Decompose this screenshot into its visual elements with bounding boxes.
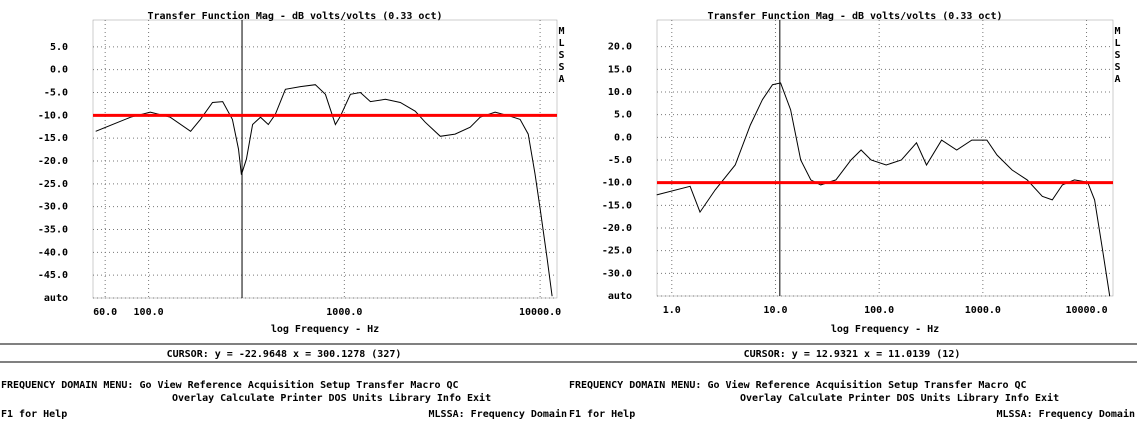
x-tick-label: 1000.0 bbox=[326, 307, 362, 318]
y-tick-label: -45.0 bbox=[38, 270, 68, 281]
x-tick-label: 10000.0 bbox=[519, 307, 561, 318]
y-tick-label: 0.0 bbox=[614, 132, 632, 143]
y-tick-label: auto bbox=[44, 293, 68, 304]
mode-text: MLSSA: Frequency Domain bbox=[429, 408, 567, 420]
x-tick-label: 10.0 bbox=[763, 305, 787, 316]
x-axis-label: log Frequency - Hz bbox=[271, 324, 379, 335]
y-tick-label: -35.0 bbox=[38, 225, 68, 236]
y-tick-label: 20.0 bbox=[608, 42, 632, 53]
y-tick-label: -25.0 bbox=[38, 179, 68, 190]
y-tick-label: -5.0 bbox=[44, 88, 68, 99]
menu-line: Overlay Calculate Printer DOS Units Libr… bbox=[172, 392, 491, 404]
x-tick-label: 100.0 bbox=[864, 305, 894, 316]
y-tick-label: -20.0 bbox=[602, 223, 632, 234]
y-tick-label: -40.0 bbox=[38, 247, 68, 258]
chart-title: Transfer Function Mag - dB volts/volts (… bbox=[147, 10, 442, 22]
mode-text: MLSSA: Frequency Domain bbox=[997, 408, 1135, 420]
cursor-readout: CURSOR: y = -22.9648 x = 300.1278 (327) bbox=[167, 349, 402, 360]
y-tick-label: -15.0 bbox=[602, 200, 632, 211]
menu-line: Overlay Calculate Printer DOS Units Libr… bbox=[740, 392, 1059, 404]
y-tick-label: -15.0 bbox=[38, 133, 68, 144]
cursor-readout: CURSOR: y = 12.9321 x = 11.0139 (12) bbox=[744, 349, 961, 360]
y-tick-label: -20.0 bbox=[38, 156, 68, 167]
x-axis-label: log Frequency - Hz bbox=[831, 324, 939, 335]
help-text: F1 for Help bbox=[569, 409, 635, 420]
x-tick-label: 1.0 bbox=[663, 305, 681, 316]
y-tick-label: 5.0 bbox=[614, 110, 632, 121]
x-tick-label: 10000.0 bbox=[1065, 305, 1107, 316]
x-tick-label: 100.0 bbox=[134, 307, 164, 318]
y-tick-label: -30.0 bbox=[38, 202, 68, 213]
y-tick-label: 5.0 bbox=[50, 42, 68, 53]
x-tick-label: 60.0 bbox=[93, 307, 117, 318]
plot-area bbox=[656, 19, 1114, 297]
response-curve bbox=[656, 82, 1111, 297]
y-tick-label: 10.0 bbox=[608, 87, 632, 98]
y-tick-label: -5.0 bbox=[608, 155, 632, 166]
y-tick-label: 15.0 bbox=[608, 64, 632, 75]
menu-line: FREQUENCY DOMAIN MENU: Go View Reference… bbox=[1, 379, 459, 391]
y-tick-label: auto bbox=[608, 291, 632, 302]
menu-line: FREQUENCY DOMAIN MENU: Go View Reference… bbox=[569, 379, 1027, 391]
chart-title: Transfer Function Mag - dB volts/volts (… bbox=[707, 10, 1002, 22]
y-tick-label: -25.0 bbox=[602, 246, 632, 257]
help-text: F1 for Help bbox=[1, 409, 67, 420]
response-curve bbox=[95, 84, 553, 297]
y-tick-label: 0.0 bbox=[50, 65, 68, 76]
y-tick-label: -10.0 bbox=[38, 110, 68, 121]
plot-area bbox=[92, 19, 558, 299]
y-tick-label: -30.0 bbox=[602, 268, 632, 279]
side-label: MLSSA bbox=[1112, 26, 1123, 86]
side-label: MLSSA bbox=[556, 26, 567, 86]
y-tick-label: -10.0 bbox=[602, 178, 632, 189]
x-tick-label: 1000.0 bbox=[965, 305, 1001, 316]
